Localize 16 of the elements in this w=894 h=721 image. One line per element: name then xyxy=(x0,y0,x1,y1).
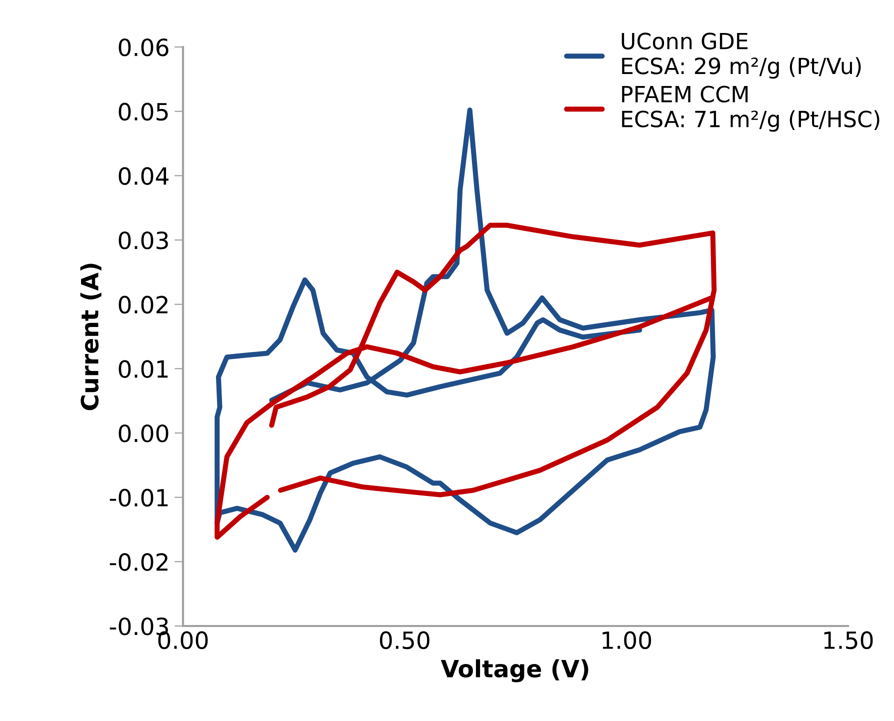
x-tick-label: 1.00 xyxy=(602,631,652,650)
y-tick-label: -0.01 xyxy=(110,488,168,507)
x-tick-label: 0.50 xyxy=(380,631,430,650)
y-tick-label: 0.06 xyxy=(118,38,168,56)
legend-label: PFAEM CCM ECSA: 71 m²/g (Pt/HSC) xyxy=(622,86,880,132)
y-tick-label: 0.02 xyxy=(118,296,168,314)
legend-label: UConn GDE ECSA: 29 m²/g (Pt/Vu) xyxy=(622,32,861,79)
y-axis-title: Current (A) xyxy=(80,264,102,410)
x-axis-title: Voltage (V) xyxy=(440,659,588,682)
y-tick-label: 0.05 xyxy=(118,102,168,121)
y-tick-label: -0.02 xyxy=(110,553,168,571)
y-tick-label: 0.00 xyxy=(118,424,168,442)
y-tick-label: 0.04 xyxy=(118,167,168,185)
y-tick-label: 0.01 xyxy=(118,360,168,378)
y-tick-label: 0.03 xyxy=(118,231,168,250)
x-tick-label: 1.50 xyxy=(824,631,873,650)
